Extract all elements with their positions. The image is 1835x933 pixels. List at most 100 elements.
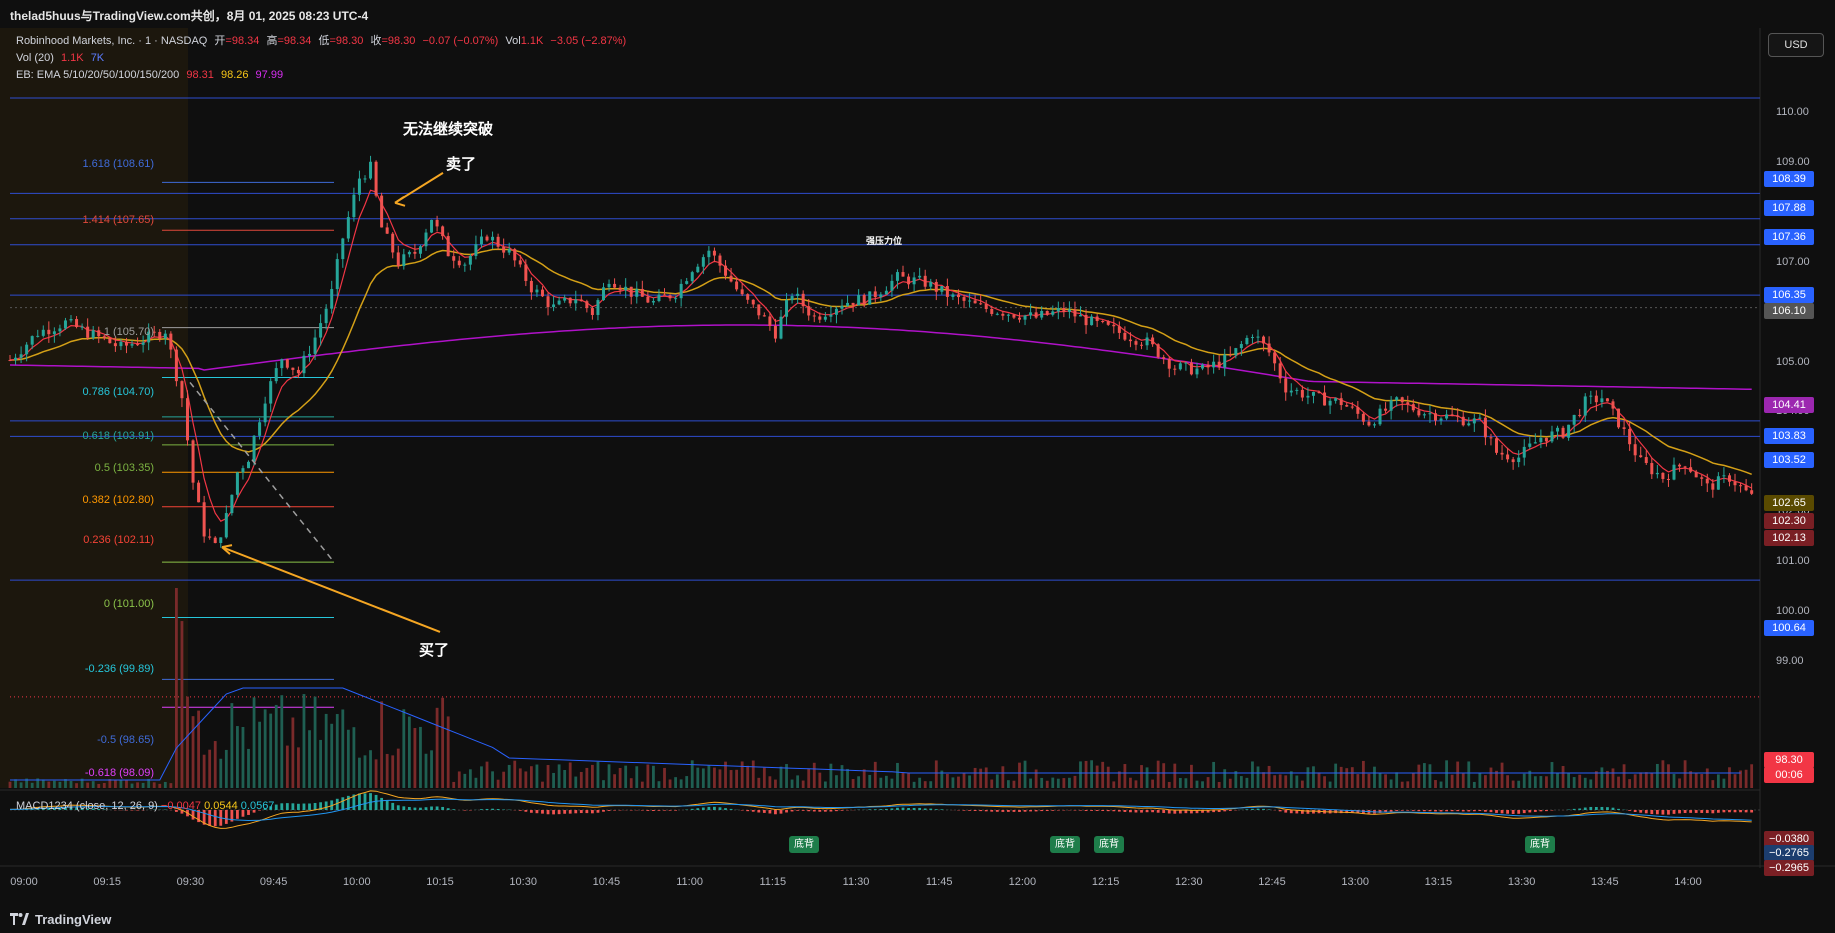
volume-bar [463,773,467,788]
macd-histogram-bar [1411,810,1415,811]
macd-label[interactable]: MACD1234 (close, 12, 26, 9) [16,800,158,812]
candle-body [829,314,833,317]
macd-histogram-bar [807,810,811,812]
candle-body [1250,337,1254,339]
macd-histogram-bar [1500,810,1504,814]
candle-body [568,297,572,304]
macd-histogram-bar [446,808,450,810]
macd-histogram-bar [1678,810,1681,814]
currency-selector[interactable]: USD [1768,33,1824,57]
price-axis-tag: 107.36 [1764,229,1814,245]
buy-arrow[interactable] [221,546,441,633]
fib-level-label: 0.382 (102.80) [82,494,154,506]
candle-body [418,246,422,254]
volume-bar [1167,781,1171,788]
volume-bar [1511,780,1515,788]
volume-bar [41,779,45,788]
volume-bar [302,694,306,788]
volume-bar [396,748,400,788]
volume-bar [568,762,572,788]
volume-bar [1190,764,1193,788]
candle-body [1356,407,1360,414]
macd-histogram-bar [829,810,833,812]
candle-body [868,291,872,305]
macd-histogram-bar [990,810,994,812]
candle-body [1578,414,1582,416]
x-axis-tick: 12:45 [1258,876,1286,888]
volume-bar [1689,771,1693,788]
tradingview-brand[interactable]: TradingView [10,912,111,927]
volume-bar [191,716,195,788]
macd-histogram-bar [452,809,456,810]
ema-label[interactable]: EB: EMA 5/10/20/50/100/150/200 [16,69,180,81]
volume-bar [1212,761,1216,788]
macd-histogram-bar [713,806,716,810]
macd-histogram-bar [1051,810,1055,811]
volume-bar [729,770,733,788]
candle-body [413,251,417,254]
candle-body [990,308,994,314]
x-axis-tick: 13:15 [1424,876,1453,888]
macd-histogram-bar [80,807,84,810]
volume-bar [1007,780,1010,788]
annotation-no-break: 无法继续突破 [403,121,494,138]
volume-bar [1533,776,1537,788]
candle-body [1733,481,1737,486]
candle-body [1140,344,1144,346]
candle-body [1350,406,1354,408]
volume-bar [169,783,173,788]
macd-histogram-bar [563,810,567,814]
volume-bar [1517,780,1521,788]
macd-histogram-bar [873,809,877,810]
macd-histogram-bar [419,807,422,810]
candle-body [668,295,672,299]
candle-body [979,303,983,305]
candle-body [1522,446,1526,458]
volume-bar [47,781,51,788]
volume-bar [1045,780,1049,788]
volume-bar [1201,781,1204,788]
volume-bar [1267,765,1271,788]
candle-body [629,286,633,297]
volume-bar [1023,760,1027,788]
candle-body [1550,431,1554,442]
volume-bar [108,779,112,788]
macd-histogram-bar [1484,810,1487,812]
volume-bar [1389,779,1393,788]
fib-level-label: -0.618 (98.09) [84,767,154,779]
candle-body [1428,413,1432,415]
candle-body [1517,457,1521,463]
vol20-label[interactable]: Vol (20) [16,52,54,64]
candle-body [1589,395,1593,397]
volume-bar [280,695,284,788]
candle-body [102,336,106,339]
volume-bar [995,774,999,788]
volume-bar [1079,761,1082,788]
candle-body [1117,326,1121,333]
candle-body [502,246,506,253]
volume-bar [1594,771,1598,788]
macd-histogram-bar [1156,810,1160,813]
projection-dashed-line[interactable] [189,381,335,563]
symbol-name[interactable]: Robinhood Markets, Inc. · 1 · NASDAQ [16,35,208,47]
candle-body [724,265,728,276]
volume-bar [1678,778,1681,788]
low-value: =98.30 [329,35,364,47]
volume-bar [663,767,666,788]
candle-body [235,472,239,495]
macd-histogram-bar [1428,810,1432,812]
macd-histogram-bar [313,802,317,810]
candle-body [1456,415,1460,417]
candle-body [330,289,334,309]
candle-body [618,287,622,291]
macd-histogram-bar [407,807,411,810]
chart-canvas[interactable] [0,28,1835,905]
candle-body [1445,414,1449,419]
candle-body [1389,400,1393,411]
candle-body [86,326,90,338]
volume-bar [835,775,838,788]
volume-bar [990,779,994,788]
candle-body [363,178,367,180]
macd-histogram-bar [1439,810,1443,812]
macd-histogram-bar [463,810,467,811]
